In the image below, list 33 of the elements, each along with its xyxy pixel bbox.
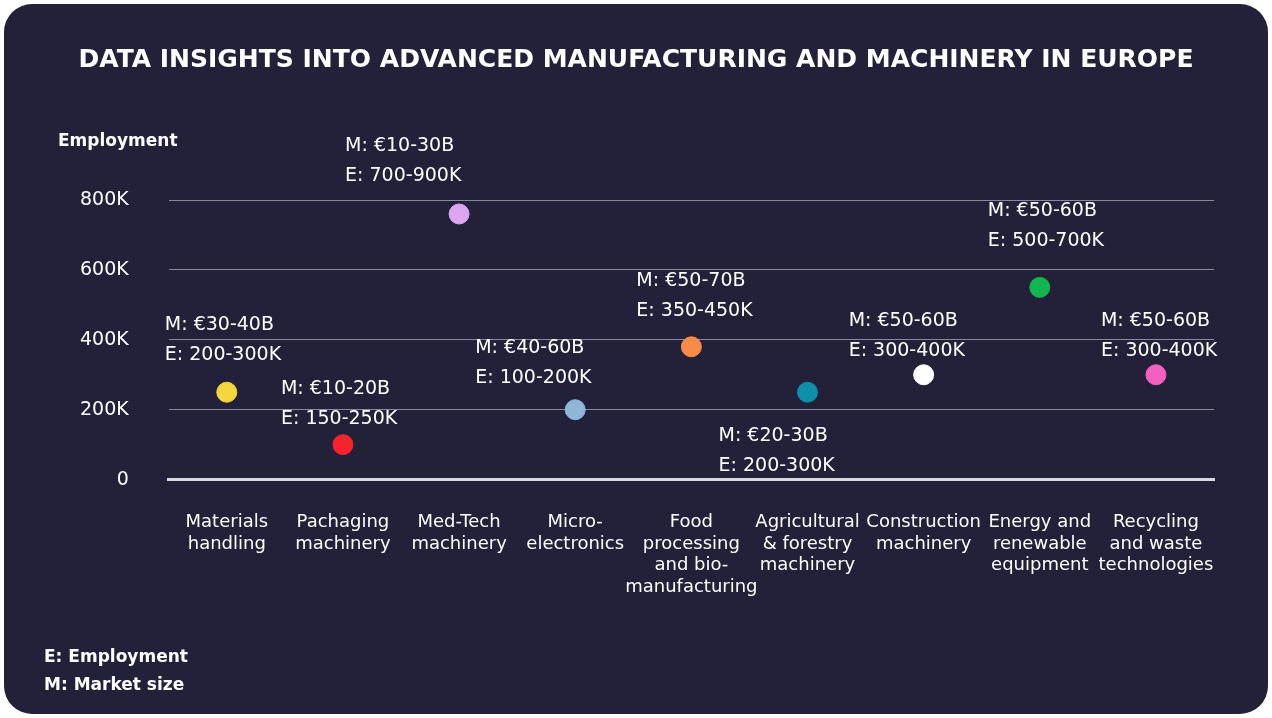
- point: [1029, 276, 1051, 298]
- y-tick-label: 200K: [79, 396, 130, 419]
- annotation: M: €50-60B E: 500-700K: [987, 197, 1105, 250]
- annotation: M: €10-20B E: 150-250K: [280, 376, 398, 429]
- annotation: M: €40-60B E: 100-200K: [475, 335, 593, 388]
- point: [564, 399, 586, 421]
- point: [448, 203, 470, 225]
- point: [216, 381, 238, 403]
- y-axis-title: Employment: [58, 130, 178, 151]
- point: [913, 364, 935, 386]
- y-tick-label: 0: [116, 466, 129, 489]
- annotation: M: €20-30B E: 200-300K: [718, 422, 836, 475]
- x-tick-label: Med-Tech machinery: [411, 510, 508, 553]
- y-tick-label: 600K: [79, 256, 130, 279]
- point: [797, 381, 818, 403]
- annotation: M: €30-40B E: 200-300K: [164, 311, 282, 364]
- text: E: Employment M: Market size: [44, 645, 188, 696]
- x-tick-label: Micro-electronics: [526, 510, 625, 553]
- x-tick-label: Energy and renewable equipment: [988, 510, 1092, 575]
- chart-title: DATA INSIGHTS INTO ADVANCED MANUFACTURING AND MACHINERY IN EUROPE: [77, 44, 1195, 73]
- annotation: M: €50-60B E: 300-400K: [848, 308, 966, 361]
- annotation: M: €50-70B E: 350-450K: [636, 268, 754, 321]
- point: [680, 336, 702, 358]
- x-tick-label: Pachaging machinery: [295, 510, 391, 553]
- point: [332, 434, 354, 456]
- x-tick-label: Construction machinery: [866, 510, 981, 553]
- point: [1145, 364, 1167, 386]
- annotation: M: €50-60B E: 300-400K: [1100, 308, 1218, 361]
- x-tick-label: Materials handling: [185, 510, 269, 553]
- y-tick-label: 400K: [79, 326, 130, 349]
- y-tick-label: 800K: [79, 186, 130, 209]
- x-tick-label: Recycling and waste technologies: [1098, 510, 1214, 575]
- annotation: M: €10-30B E: 700-900K: [345, 133, 462, 186]
